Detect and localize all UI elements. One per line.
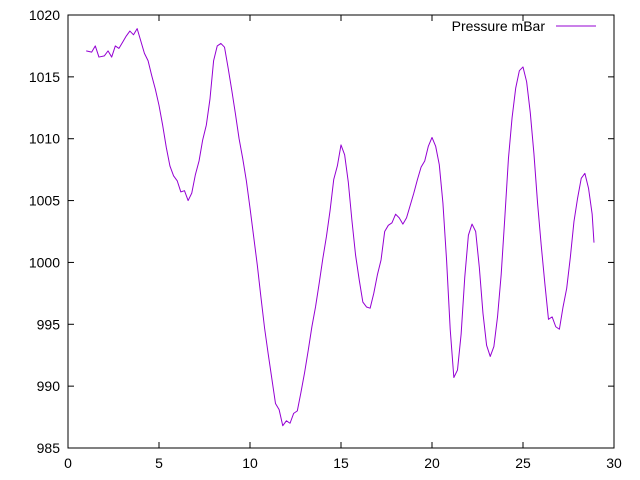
series-line-0 — [86, 28, 595, 427]
x-tick-label: 10 — [242, 455, 258, 471]
axis-ticks — [67, 14, 615, 449]
plot-border — [67, 14, 615, 449]
y-tick-label: 1005 — [29, 193, 60, 209]
series-lines — [86, 28, 595, 427]
x-tick-label: 5 — [155, 455, 163, 471]
x-tick-label: 20 — [424, 455, 440, 471]
y-tick-label: 995 — [37, 316, 61, 332]
y-tick-label: 1015 — [29, 69, 60, 85]
y-tick-label: 1000 — [29, 254, 60, 270]
x-tick-label: 25 — [515, 455, 531, 471]
legend-label-pressure: Pressure mBar — [452, 18, 546, 34]
y-tick-label: 1020 — [29, 7, 60, 23]
y-tick-label: 1010 — [29, 131, 60, 147]
legend: Pressure mBar — [452, 18, 596, 34]
x-tick-label: 30 — [606, 455, 622, 471]
y-tick-label: 990 — [37, 378, 61, 394]
plot-area — [67, 14, 615, 449]
y-tick-label: 985 — [37, 440, 61, 456]
tick-labels: 0 5 10 15 20 25 309859909951000100510101015102… — [29, 7, 622, 471]
x-tick-label: 15 — [333, 455, 349, 471]
x-tick-label: 0 — [64, 455, 72, 471]
